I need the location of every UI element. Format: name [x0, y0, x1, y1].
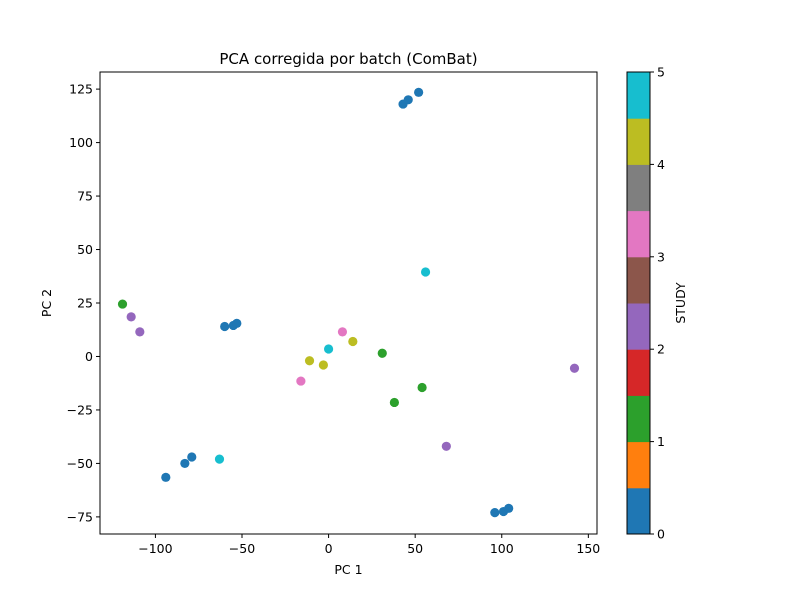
data-point	[377, 348, 387, 358]
data-point	[304, 356, 315, 366]
data-point	[161, 472, 171, 482]
x-tick-label: 100	[490, 541, 514, 556]
data-point	[117, 299, 128, 309]
colorbar-tick-label: 4	[657, 157, 665, 172]
x-axis-label: PC 1	[334, 562, 362, 577]
chart-title: PCA corregida por batch (ComBat)	[219, 50, 477, 68]
colorbar-tick-label: 0	[657, 527, 665, 542]
x-tick-label: 0	[325, 541, 333, 556]
colorbar-tick-label: 3	[657, 249, 665, 264]
data-point	[214, 454, 225, 464]
data-point	[232, 318, 242, 328]
colorbar-segment	[627, 395, 650, 443]
colorbar: 0 1 2 3 4 5	[626, 65, 665, 542]
data-point	[296, 376, 306, 386]
colorbar-tick-label: 1	[657, 434, 665, 449]
y-tick-label: 0	[85, 349, 93, 364]
data-point	[569, 363, 580, 373]
x-tick-label: −100	[138, 541, 172, 556]
y-tick-label: 100	[69, 135, 93, 150]
colorbar-segment	[627, 349, 650, 396]
data-point	[403, 95, 413, 105]
colorbar-segment	[627, 256, 650, 304]
y-tick-label: 125	[69, 82, 93, 97]
y-axis-label: PC 2	[39, 289, 54, 317]
data-point	[441, 441, 451, 451]
y-tick-label: −25	[67, 402, 93, 417]
colorbar-tick-label: 5	[657, 65, 665, 80]
y-tick-label: −50	[67, 456, 93, 471]
x-tick-label: −50	[229, 541, 255, 556]
colorbar-segment	[627, 487, 650, 535]
colorbar-segment	[627, 164, 650, 212]
data-point	[414, 87, 424, 97]
y-tick-label: 25	[77, 296, 93, 311]
data-point	[220, 321, 230, 332]
colorbar-tick-label: 2	[657, 342, 665, 357]
colorbar-segment	[627, 72, 650, 119]
data-point	[318, 360, 328, 370]
data-point	[180, 458, 190, 469]
plot-area: −100 −50 0 50 100 150 −75 −50 −25 0 25 50 75 100 125	[67, 82, 601, 556]
data-point	[323, 344, 334, 354]
colorbar-segment	[627, 118, 650, 165]
data-point	[348, 336, 358, 347]
data-point	[417, 382, 427, 393]
data-point	[337, 327, 348, 337]
y-tick-label: −75	[67, 509, 93, 524]
colorbar-segment	[627, 441, 650, 489]
colorbar-segment	[627, 303, 650, 350]
x-tick-label: 50	[407, 541, 423, 556]
data-point	[126, 312, 136, 322]
data-point	[135, 327, 145, 337]
colorbar-segment	[627, 210, 650, 258]
data-point	[504, 503, 514, 513]
colorbar-frame	[626, 71, 651, 535]
data-point	[187, 452, 197, 462]
data-point	[490, 508, 500, 518]
y-tick-label: 50	[77, 242, 93, 257]
data-point	[420, 267, 431, 277]
colorbar-label: STUDY	[673, 282, 688, 324]
data-point	[389, 397, 399, 408]
y-tick-label: 75	[77, 189, 93, 204]
x-tick-label: 150	[576, 541, 600, 556]
plot-frame	[99, 71, 598, 535]
